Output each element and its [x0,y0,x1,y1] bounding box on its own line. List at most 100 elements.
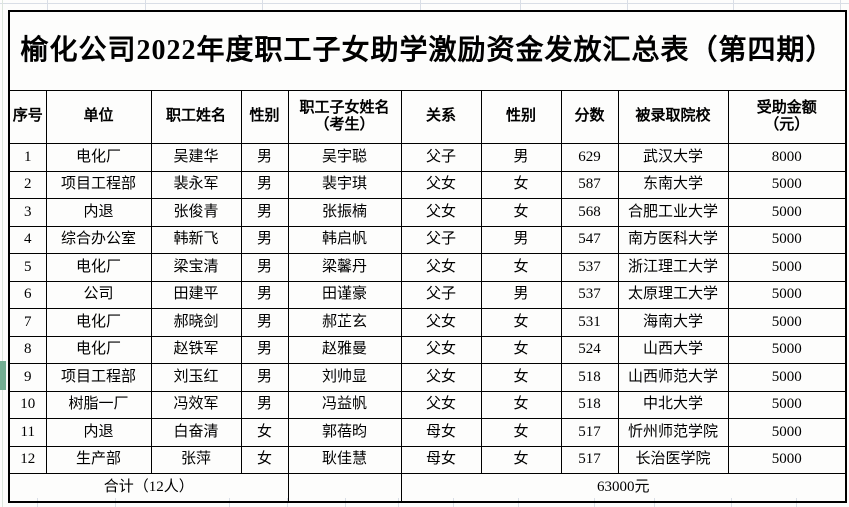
cell-child: 韩启帆 [287,225,402,254]
cell-relation: 父女 [400,363,482,392]
cell-employee: 张萍 [150,445,242,474]
cell-unit: 电化厂 [45,335,152,364]
sheet-gridline [345,498,346,507]
cell-amount: 5000 [727,363,847,392]
cell-no: 2 [8,170,47,199]
col-header-gender: 性别 [240,90,289,144]
cell-child-gender: 女 [480,170,562,199]
cell-employee: 吴建华 [150,143,242,172]
sheet-left-edge-line [2,0,3,507]
sheet-gridline [520,0,521,10]
cell-score: 568 [560,198,619,227]
cell-child: 冯益帆 [287,390,402,419]
footer-total-label: 合计（12人） [8,473,289,502]
cell-gender: 男 [240,335,289,364]
cell-no: 10 [8,390,47,419]
sheet-gridline [840,0,841,10]
cell-amount: 5000 [727,225,847,254]
cell-amount: 8000 [727,143,847,172]
cell-child: 梁馨丹 [287,253,402,282]
cell-child-gender: 女 [480,253,562,282]
cell-child-gender: 女 [480,335,562,364]
cell-child-gender: 女 [480,363,562,392]
col-header-amount: 受助金额 （元） [727,90,847,144]
cell-school: 中北大学 [617,390,729,419]
cell-gender: 男 [240,363,289,392]
cell-employee: 白奋清 [150,418,242,447]
cell-unit: 项目工程部 [45,170,152,199]
sheet-gridline [518,498,519,507]
title-row: 榆化公司2022年度职工子女助学激励资金发放汇总表（第四期） [8,10,847,91]
cell-relation: 母女 [400,418,482,447]
cell-unit: 综合办公室 [45,225,152,254]
cell-unit: 项目工程部 [45,363,152,392]
cell-amount: 5000 [727,280,847,309]
footer-total-amount: 63000元 [400,473,847,502]
cell-amount: 5000 [727,170,847,199]
cell-amount: 5000 [727,418,847,447]
sheet-gridline [594,498,595,507]
cell-no: 12 [8,445,47,474]
sheet-gridline [287,498,288,507]
cell-employee: 郝晓剑 [150,308,242,337]
sheet-gridline [731,498,732,507]
cell-amount: 5000 [727,308,847,337]
cell-child-gender: 男 [480,225,562,254]
sheet-gridline [796,498,797,507]
table-row: 5 电化厂 梁宝清 男 梁馨丹 父女 女 537 浙江理工大学 5000 [8,253,847,282]
cell-child-gender: 女 [480,198,562,227]
col-header-score: 分数 [560,90,619,144]
cell-child-gender: 女 [480,390,562,419]
sheet-gridline [262,0,263,10]
cell-unit: 树脂一厂 [45,390,152,419]
cell-employee: 刘玉红 [150,363,242,392]
sheet-gridline [420,0,421,10]
cell-score: 517 [560,445,619,474]
sheet-gridline [398,498,399,507]
cell-relation: 父女 [400,390,482,419]
cell-employee: 韩新飞 [150,225,242,254]
footer-blank-cell [287,473,402,502]
cell-amount: 5000 [727,445,847,474]
cell-amount: 5000 [727,390,847,419]
cell-child: 吴宇聪 [287,143,402,172]
cell-relation: 父子 [400,225,482,254]
cell-child: 耿佳慧 [287,445,402,474]
cell-school: 长治医学院 [617,445,729,474]
cell-relation: 父女 [400,170,482,199]
cell-child: 张振楠 [287,198,402,227]
cell-child-gender: 女 [480,445,562,474]
cell-school: 海南大学 [617,308,729,337]
sheet-gridline [654,498,655,507]
cell-relation: 父女 [400,335,482,364]
table-row: 3 内退 张俊青 男 张振楠 父女 女 568 合肥工业大学 5000 [8,198,847,227]
cell-relation: 父子 [400,280,482,309]
page-title: 榆化公司2022年度职工子女助学激励资金发放汇总表（第四期） [8,10,847,91]
cell-no: 8 [8,335,47,364]
cell-child: 刘帅显 [287,363,402,392]
cell-amount: 5000 [727,253,847,282]
cell-unit: 内退 [45,418,152,447]
cell-gender: 男 [240,280,289,309]
table-row: 11 内退 白奋清 女 郭蓓昀 母女 女 517 忻州师范学院 5000 [8,418,847,447]
sheet-gridline [37,498,38,507]
footer-row: 合计（12人） 63000元 [8,473,847,502]
cell-score: 518 [560,390,619,419]
cell-child: 田谨豪 [287,280,402,309]
cell-relation: 父女 [400,198,482,227]
cell-child: 赵雅曼 [287,335,402,364]
cell-employee: 裴永军 [150,170,242,199]
cell-school: 东南大学 [617,170,729,199]
cell-score: 531 [560,308,619,337]
cell-amount: 5000 [727,335,847,364]
col-header-child: 职工子女姓名 （考生） [287,90,402,144]
cell-gender: 男 [240,308,289,337]
cell-unit: 公司 [45,280,152,309]
sheet-gridline [733,0,734,10]
col-header-school: 被录取院校 [617,90,729,144]
cell-relation: 母女 [400,445,482,474]
cell-score: 587 [560,170,619,199]
cell-child-gender: 女 [480,308,562,337]
cell-unit: 生产部 [45,445,152,474]
cell-no: 9 [8,363,47,392]
